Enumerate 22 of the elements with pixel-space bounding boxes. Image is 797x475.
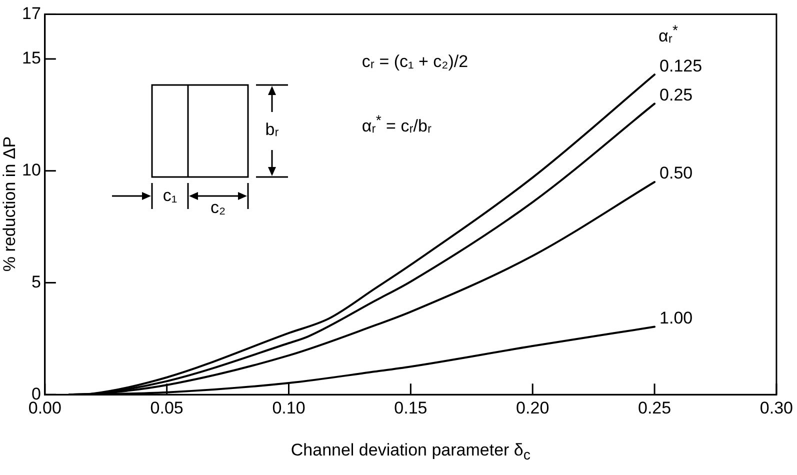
y-tick-label: 15 (22, 48, 41, 68)
annotation: c₁ (162, 186, 178, 206)
series-label: 0.25 (660, 85, 693, 104)
x-tick-label: 0.25 (638, 398, 672, 418)
y-tick-label: 10 (22, 160, 41, 180)
annotation: cᵣ = (c₁ + c₂)/2 (362, 52, 468, 72)
y-axis-title: % reduction in ΔP (0, 136, 20, 272)
annotation: c₂ (210, 198, 226, 218)
x-tick-label: 0.30 (760, 398, 794, 418)
annotation: αᵣ$^{*}$ = cᵣ/bᵣ (362, 112, 432, 136)
x-tick-label: 0.10 (272, 398, 306, 418)
x-tick-label: 0.20 (516, 398, 550, 418)
y-tick-label: 5 (31, 272, 41, 292)
x-axis-title: Channel deviation parameter δ$_{c}$ (290, 440, 530, 464)
y-tick-label: 17 (22, 4, 41, 23)
x-tick-label: 0.15 (394, 398, 428, 418)
legend-title: αᵣ$^{*}$ (658, 22, 678, 46)
series-label: 0.50 (660, 164, 693, 183)
x-tick-label: 0.05 (150, 398, 184, 418)
annotation: bᵣ (265, 120, 279, 140)
series-label: 1.00 (660, 308, 693, 328)
series-label: 0.125 (660, 56, 702, 76)
